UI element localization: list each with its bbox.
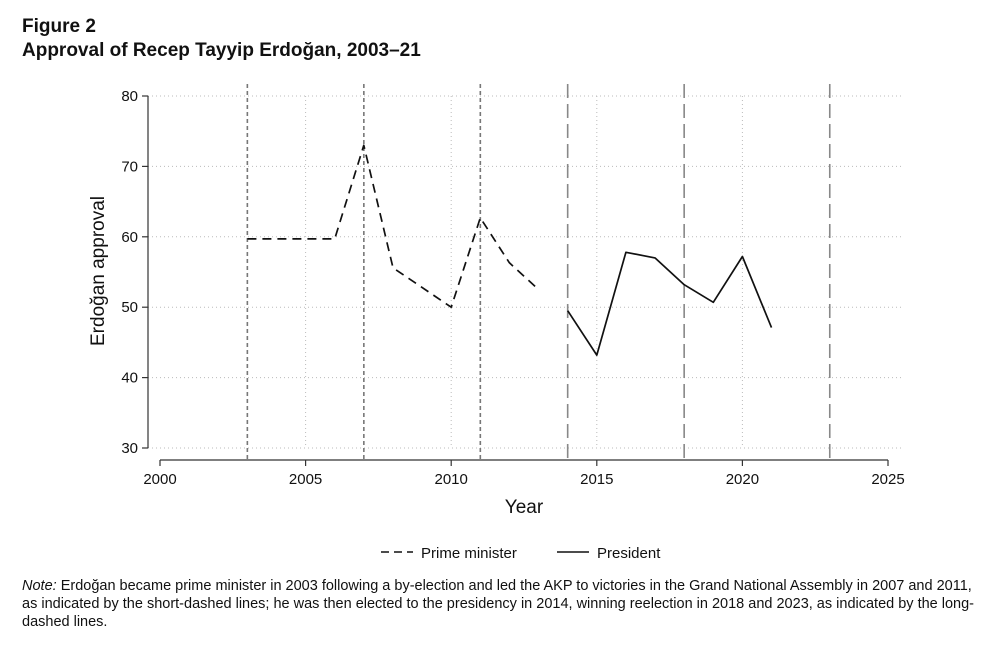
- y-tick-label: 70: [121, 158, 138, 175]
- x-tick-label: 2025: [871, 471, 904, 488]
- x-tick-label: 2000: [143, 471, 176, 488]
- axes: [147, 96, 888, 461]
- tick-labels: 30 40 50 60 70 80 2000 2005 2010 2015 2020 2025: [121, 88, 904, 488]
- approval-chart: 30 40 50 60 70 80 2000 2005 2010 2015 2020 2025 Erd…: [88, 84, 905, 562]
- y-tick-label: 80: [121, 88, 138, 105]
- y-axis-label: Erdoğan approval: [88, 196, 109, 346]
- legend-label-president: President: [597, 545, 661, 562]
- x-tick-label: 2015: [580, 471, 613, 488]
- data-series: [247, 144, 773, 356]
- y-tick-label: 60: [121, 229, 138, 246]
- legend: Prime minister President: [381, 545, 661, 562]
- figure-title: Approval of Recep Tayyip Erdoğan, 2003–2…: [22, 40, 421, 61]
- x-tick-label: 2010: [435, 471, 468, 488]
- y-tick-label: 30: [121, 440, 138, 457]
- y-tick-label: 50: [121, 299, 138, 316]
- reference-lines: [246, 84, 831, 460]
- figure-label: Figure 2: [22, 16, 96, 37]
- x-axis-label: Year: [505, 497, 544, 518]
- figure-note: Note: Erdoğan became prime minister in 2…: [22, 577, 982, 631]
- gridlines: [148, 95, 902, 449]
- legend-label-prime-minister: Prime minister: [421, 545, 517, 562]
- series-line-president: [566, 251, 773, 356]
- x-tick-label: 2005: [289, 471, 322, 488]
- x-tick-label: 2020: [726, 471, 759, 488]
- y-tick-label: 40: [121, 370, 138, 387]
- note-text: Erdoğan became prime minister in 2003 fo…: [22, 578, 974, 630]
- series-line-prime-minister: [247, 144, 540, 309]
- note-prefix: Note:: [22, 578, 57, 594]
